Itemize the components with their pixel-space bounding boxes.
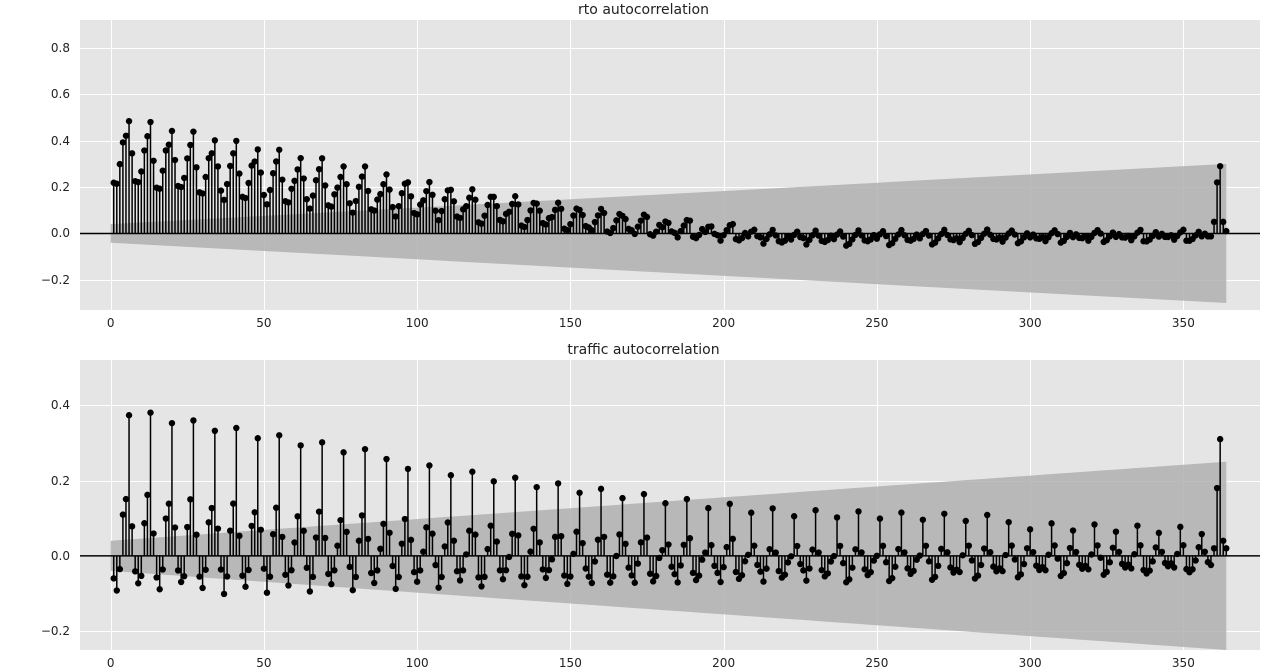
traffic-plot-svg xyxy=(80,360,1260,650)
x-tick-label: 50 xyxy=(256,656,271,670)
y-tick-label: 0.6 xyxy=(30,87,70,101)
y-tick-label: 0.0 xyxy=(30,549,70,563)
traffic-autocorrelation-panel xyxy=(80,360,1260,650)
x-tick-label: 100 xyxy=(406,656,429,670)
x-tick-label: 0 xyxy=(107,656,115,670)
x-tick-label: 300 xyxy=(1019,316,1042,330)
y-tick-label: −0.2 xyxy=(30,624,70,638)
x-tick-label: 250 xyxy=(865,656,888,670)
rto-autocorrelation-panel xyxy=(80,20,1260,310)
x-tick-label: 350 xyxy=(1172,316,1195,330)
x-tick-label: 150 xyxy=(559,656,582,670)
figure: { "figure": { "width": 1287, "height": 6… xyxy=(0,0,1287,672)
rto-plot-svg xyxy=(80,20,1260,310)
x-tick-label: 250 xyxy=(865,316,888,330)
x-tick-label: 150 xyxy=(559,316,582,330)
y-tick-label: 0.8 xyxy=(30,41,70,55)
x-tick-label: 350 xyxy=(1172,656,1195,670)
y-tick-label: 0.4 xyxy=(30,398,70,412)
x-tick-label: 200 xyxy=(712,656,735,670)
y-tick-label: 0.2 xyxy=(30,474,70,488)
y-tick-label: 0.2 xyxy=(30,180,70,194)
rto-panel-title: rto autocorrelation xyxy=(578,2,709,18)
x-tick-label: 100 xyxy=(406,316,429,330)
x-tick-label: 50 xyxy=(256,316,271,330)
y-tick-label: 0.0 xyxy=(30,226,70,240)
x-tick-label: 200 xyxy=(712,316,735,330)
x-tick-label: 300 xyxy=(1019,656,1042,670)
traffic-panel-title: traffic autocorrelation xyxy=(567,342,719,358)
y-tick-label: 0.4 xyxy=(30,134,70,148)
x-tick-label: 0 xyxy=(107,316,115,330)
y-tick-label: −0.2 xyxy=(30,273,70,287)
